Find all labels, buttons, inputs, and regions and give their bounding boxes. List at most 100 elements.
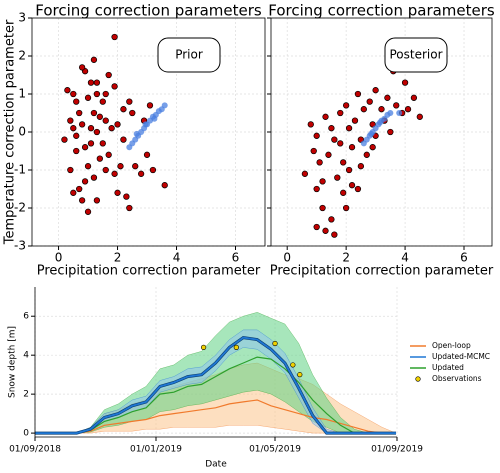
scatter-point <box>146 102 154 109</box>
scatter-point <box>322 113 329 120</box>
scatter-point <box>93 79 101 86</box>
scatter-point <box>67 166 74 174</box>
sample-point <box>161 102 168 109</box>
scatter-point <box>76 185 83 193</box>
sample-point <box>142 121 149 128</box>
x-tick-label: 2 <box>342 251 350 265</box>
legend-label: Updated <box>432 363 464 372</box>
scatter-point <box>129 109 136 117</box>
scatter-point <box>78 197 86 204</box>
y-tick-label: -1 <box>14 163 26 177</box>
scatter-point <box>70 90 77 98</box>
scatter-point <box>137 170 145 177</box>
scatter-point <box>301 170 309 177</box>
scatter-point <box>348 144 356 151</box>
plot-frame <box>270 17 493 247</box>
scatter-point <box>61 136 68 143</box>
scatter-point <box>345 166 353 174</box>
scatter-point <box>328 125 335 132</box>
scatter-point <box>310 147 317 155</box>
scatter-point <box>108 125 115 132</box>
y-axis-label: Temperature correction parameter <box>3 19 18 245</box>
scatter-point <box>331 136 338 143</box>
scatter-point <box>161 182 168 189</box>
y-tick-label: 6 <box>23 312 29 322</box>
annotation-box <box>384 37 448 73</box>
sample-point <box>151 115 158 122</box>
scatter-point <box>84 94 92 101</box>
y-tick-label: 2 <box>23 390 29 400</box>
scatter-point <box>67 117 74 124</box>
sample-point <box>133 130 140 137</box>
scatter-point <box>313 223 320 231</box>
scatter-point <box>102 117 109 124</box>
scatter-point <box>331 231 338 238</box>
scatter-point <box>143 151 151 158</box>
line <box>35 356 396 434</box>
scatter-point <box>126 204 133 212</box>
scatter-point <box>84 208 92 215</box>
scatter-point <box>123 193 130 200</box>
sample-point <box>377 119 384 126</box>
scatter-point <box>114 121 121 128</box>
observation <box>290 362 296 368</box>
x-axis-label: Precipitation correction parameter <box>37 264 261 279</box>
scatter-point <box>90 56 98 63</box>
scatter-point <box>401 79 409 86</box>
annotation: Prior <box>175 48 203 62</box>
scatter-point <box>313 132 320 139</box>
scatter-point <box>307 121 314 128</box>
sample-point <box>387 110 394 116</box>
scatter-point <box>384 94 391 101</box>
scatter-point <box>81 144 89 151</box>
y-tick-label: -3 <box>14 239 26 253</box>
scatter-point <box>340 189 347 196</box>
scatter-point <box>73 147 80 155</box>
scatter-point <box>87 125 95 132</box>
scatter-point <box>99 140 106 147</box>
scatter-point <box>149 166 157 174</box>
x-tick-label: 01/05/2019 <box>249 445 301 455</box>
scatter-point <box>404 106 412 113</box>
x-axis-label: Precipitation correction parameter <box>270 264 494 279</box>
scatter-point <box>73 98 80 105</box>
scatter-point <box>337 140 344 147</box>
scatter-point <box>96 113 103 120</box>
scatter-point <box>351 117 359 124</box>
y-tick-label: 1 <box>18 87 26 101</box>
legend-item: Open-loop <box>410 341 471 350</box>
scatter-point <box>90 109 98 117</box>
legend-label: Open-loop <box>432 341 471 350</box>
scatter-point <box>354 90 362 98</box>
x-tick-label: 01/09/2019 <box>371 445 423 455</box>
scatter-point <box>70 125 77 132</box>
scatter-point <box>117 163 124 170</box>
scatter-point <box>132 163 139 170</box>
scatter-point <box>111 170 118 177</box>
scatter-point <box>328 216 335 223</box>
scatter-point <box>342 102 350 109</box>
scatter-point <box>360 106 367 113</box>
sample-point <box>396 110 403 116</box>
line <box>35 336 396 434</box>
scatter-point <box>354 185 362 193</box>
legend-marker <box>415 376 421 382</box>
x-tick-label: 01/01/2019 <box>130 445 182 455</box>
scatter-point <box>111 83 118 90</box>
scatter-point <box>73 132 80 139</box>
observation <box>201 344 207 350</box>
x-tick-label: 0 <box>55 251 63 265</box>
scatter-point <box>78 64 86 71</box>
observation <box>272 340 278 347</box>
legend-label: Observations <box>432 374 482 383</box>
x-tick-label: 0 <box>283 251 291 265</box>
scatter-point <box>105 71 112 79</box>
legend-label: Updated-MCMC <box>432 352 490 361</box>
x-tick-label: 2 <box>114 251 122 265</box>
scatter-point <box>340 159 347 166</box>
x-tick-label: 01/09/2018 <box>9 445 61 455</box>
scatter-point <box>387 128 394 136</box>
annotation: Posterior <box>389 48 442 62</box>
scatter-point <box>102 166 109 174</box>
scatter-point <box>93 128 101 136</box>
